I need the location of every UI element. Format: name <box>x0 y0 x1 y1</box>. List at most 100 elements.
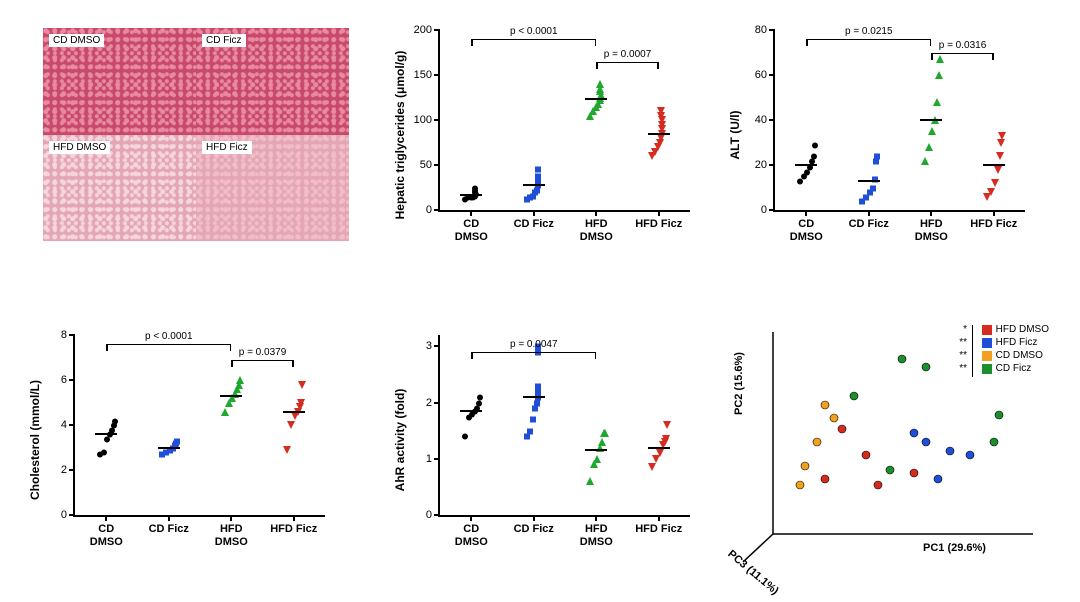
mean-bar <box>460 194 482 196</box>
mean-bar <box>523 184 545 186</box>
y-tick <box>434 345 440 347</box>
data-point <box>663 416 671 434</box>
y-tick <box>434 119 440 121</box>
pca-x-label: PC1 (29.6%) <box>923 542 986 554</box>
data-point <box>298 376 306 394</box>
y-axis-title: ALT (U/l) <box>728 110 742 159</box>
legend-label: CD Ficz <box>996 362 1032 375</box>
pca-point <box>921 434 931 452</box>
y-tick-label: 0 <box>426 509 432 521</box>
y-tick-label: 2 <box>426 397 432 409</box>
y-tick-label: 40 <box>755 114 767 126</box>
pvalue-label: p = 0.0007 <box>604 49 652 60</box>
pca-sig: ******* <box>959 323 967 375</box>
mean-bar <box>95 433 117 435</box>
y-tick-label: 4 <box>61 419 67 431</box>
pca-point <box>795 477 805 495</box>
data-point <box>111 412 118 430</box>
y-tick <box>69 379 75 381</box>
y-tick-label: 1 <box>426 453 432 465</box>
x-tick <box>993 210 995 216</box>
data-point <box>925 138 933 156</box>
legend-label: HFD DMSO <box>996 323 1049 336</box>
mean-bar <box>648 447 670 449</box>
chart-panel: Hepatic triglycerides (μmol/g)0501001502… <box>408 22 698 247</box>
pvalue-bracket <box>471 352 596 353</box>
legend-row: CD DMSO <box>982 349 1049 362</box>
plot-area: 020406080CD DMSOCD FiczHFD DMSOHFD Ficzp… <box>773 30 1025 212</box>
pca-point <box>994 407 1004 425</box>
y-tick <box>69 424 75 426</box>
y-tick <box>769 164 775 166</box>
pvalue-label: p < 0.0001 <box>145 331 193 342</box>
x-tick <box>293 515 295 521</box>
pvalue-bracket <box>806 39 931 40</box>
x-category-label: CD DMSO <box>90 523 123 548</box>
x-category-label: HFD Ficz <box>635 523 682 536</box>
pvalue-bracket <box>596 62 659 63</box>
data-point <box>871 170 878 188</box>
y-tick <box>434 29 440 31</box>
x-category-label: CD Ficz <box>514 523 554 536</box>
y-tick <box>434 209 440 211</box>
legend-swatch <box>982 364 992 374</box>
legend-row: HFD DMSO <box>982 323 1049 336</box>
mean-bar <box>585 98 607 100</box>
mean-bar <box>795 164 817 166</box>
x-tick <box>868 210 870 216</box>
pvalue-bracket <box>231 360 294 361</box>
x-category-label: HFD Ficz <box>270 523 317 536</box>
pca-point <box>933 471 943 489</box>
mean-bar <box>858 180 880 182</box>
mean-bar <box>220 395 242 397</box>
data-point <box>657 102 665 120</box>
x-category-label: CD Ficz <box>514 218 554 231</box>
y-axis-title: Cholesterol (mmol/L) <box>28 379 42 499</box>
y-tick <box>769 74 775 76</box>
mean-bar <box>158 447 180 449</box>
x-category-label: HFD DMSO <box>580 523 613 548</box>
x-category-label: HFD DMSO <box>580 218 613 243</box>
x-category-label: HFD Ficz <box>635 218 682 231</box>
x-tick <box>470 515 472 521</box>
y-tick-label: 80 <box>755 24 767 36</box>
data-point <box>236 371 244 389</box>
x-tick <box>105 515 107 521</box>
data-point <box>601 424 609 442</box>
pvalue-bracket <box>931 53 994 54</box>
histology-label: HFD Ficz <box>202 141 252 154</box>
y-tick-label: 0 <box>61 509 67 521</box>
pvalue-bracket <box>106 344 231 345</box>
x-category-label: HFD DMSO <box>215 523 248 548</box>
data-point <box>998 127 1006 145</box>
y-tick <box>69 334 75 336</box>
y-tick <box>69 514 75 516</box>
y-tick <box>769 209 775 211</box>
data-point <box>534 160 541 178</box>
legend-row: HFD Ficz <box>982 336 1049 349</box>
y-tick <box>434 514 440 516</box>
pca-point <box>945 443 955 461</box>
data-point <box>874 147 881 165</box>
x-category-label: HFD DMSO <box>915 218 948 243</box>
pca-point <box>861 447 871 465</box>
data-point <box>811 136 818 154</box>
y-tick-label: 20 <box>755 159 767 171</box>
mean-bar <box>920 119 942 121</box>
y-tick <box>434 402 440 404</box>
data-point <box>596 75 604 93</box>
pca-point <box>965 447 975 465</box>
data-point <box>476 388 483 406</box>
x-tick <box>533 210 535 216</box>
y-tick-label: 150 <box>414 69 432 81</box>
y-tick <box>434 164 440 166</box>
legend-swatch <box>982 338 992 348</box>
mean-bar <box>983 164 1005 166</box>
x-category-label: CD DMSO <box>455 523 488 548</box>
mean-bar <box>283 411 305 413</box>
pca-point <box>849 388 859 406</box>
plot-area: 02468CD DMSOCD FiczHFD DMSOHFD Ficzp < 0… <box>73 335 325 517</box>
legend-swatch <box>982 325 992 335</box>
x-tick <box>658 515 660 521</box>
pvalue-label: p = 0.0215 <box>845 26 893 37</box>
